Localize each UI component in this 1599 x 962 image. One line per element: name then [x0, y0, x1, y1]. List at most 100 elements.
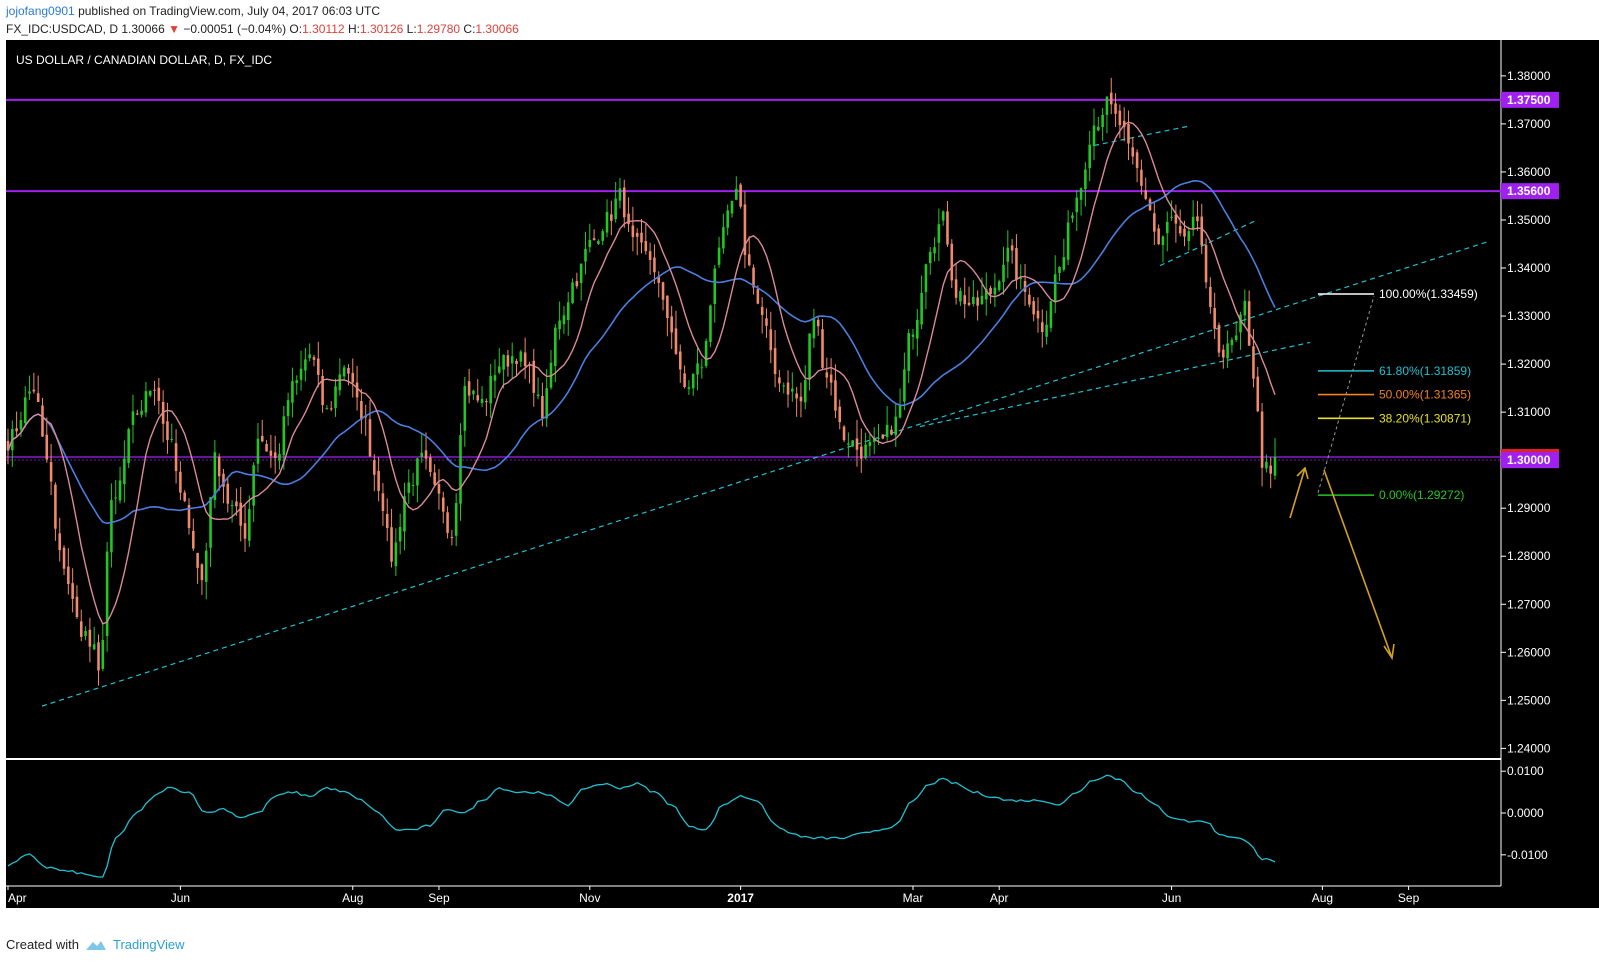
candle — [235, 488, 238, 516]
candle — [58, 517, 62, 562]
price-tick-label: 1.31000 — [1507, 405, 1551, 419]
candle — [459, 423, 462, 521]
candle-body — [325, 408, 329, 410]
chart-title: US DOLLAR / CANADIAN DOLLAR, D, FX_IDC — [16, 53, 272, 67]
candle-body — [1109, 92, 1113, 105]
candle — [1079, 187, 1083, 216]
candle — [329, 401, 333, 412]
candle — [558, 301, 561, 340]
candle — [528, 361, 531, 384]
candle-body — [351, 372, 355, 383]
candle-body — [816, 319, 820, 327]
level-price-tag-1: 1.35600 — [1507, 184, 1551, 198]
date-axis-group: Apr Jun Aug Sep Nov 2017 Mar Apr Jun Aug Sep — [7, 886, 1420, 905]
candle — [1243, 289, 1247, 326]
candle — [579, 263, 583, 301]
date-tick-label: Jun — [171, 891, 190, 905]
date-tick-label: 2017 — [727, 891, 754, 905]
candle-body — [924, 264, 928, 292]
candle — [79, 609, 83, 642]
candle — [467, 368, 471, 404]
candle — [847, 432, 850, 458]
candle — [1273, 438, 1277, 480]
candle — [226, 477, 230, 513]
candle — [1105, 96, 1109, 134]
candle — [993, 273, 997, 307]
candle-body — [554, 327, 557, 366]
candle-body — [972, 296, 975, 304]
candle — [1178, 209, 1182, 237]
price-tick-label: 1.33000 — [1507, 309, 1551, 323]
candle-body — [84, 630, 87, 637]
candle-body — [385, 513, 389, 529]
oscillator-line — [7, 774, 1276, 878]
candle-body — [1088, 144, 1091, 169]
price-chart[interactable]: US DOLLAR / CANADIAN DOLLAR, D, FX_IDC 1… — [0, 40, 1599, 908]
candle — [377, 456, 380, 502]
candle — [648, 242, 652, 275]
candle-body — [1226, 343, 1229, 359]
candle-body — [558, 320, 561, 330]
candle — [316, 341, 320, 388]
candle — [825, 357, 829, 389]
candle-body — [75, 596, 79, 617]
candle-body — [618, 188, 622, 201]
price-tick-label: 1.24000 — [1507, 741, 1551, 755]
candles-group — [6, 77, 1277, 686]
candle-body — [872, 438, 876, 442]
candle — [976, 290, 979, 321]
candle — [881, 434, 885, 440]
candle-body — [1049, 301, 1053, 328]
candle — [928, 247, 932, 275]
candle — [217, 453, 221, 491]
candle — [592, 229, 596, 241]
candle-body — [700, 367, 704, 369]
candle-body — [312, 357, 316, 360]
candle — [709, 304, 712, 348]
candle — [670, 305, 673, 349]
candle — [1187, 226, 1191, 251]
candle — [739, 182, 742, 209]
candle-body — [342, 367, 346, 377]
candle — [256, 423, 260, 473]
candle-body — [437, 484, 441, 494]
candle-body — [523, 352, 527, 367]
candle — [1204, 238, 1208, 289]
candle — [1265, 454, 1268, 473]
candle — [183, 490, 186, 503]
candle — [946, 201, 949, 247]
candle-body — [15, 428, 18, 432]
candle — [855, 419, 859, 467]
candle-body — [1006, 247, 1010, 262]
candle-body — [377, 470, 380, 491]
candle — [334, 378, 337, 417]
candle — [588, 223, 592, 253]
candle — [704, 338, 708, 369]
candle — [799, 382, 803, 418]
author-link[interactable]: jojofang0901 — [6, 4, 75, 18]
candle-body — [381, 493, 385, 511]
candle-body — [950, 243, 954, 281]
candle-body — [610, 214, 613, 221]
date-tick-label: Aug — [342, 891, 363, 905]
candle — [1032, 296, 1035, 322]
candle — [49, 443, 53, 495]
candle — [502, 354, 505, 389]
candle-body — [726, 210, 729, 228]
candle-body — [541, 395, 544, 419]
candle-body — [898, 404, 902, 418]
candle — [75, 585, 79, 619]
candle — [1075, 189, 1079, 232]
candle — [1217, 322, 1221, 358]
candle — [950, 239, 954, 288]
candle-body — [1252, 346, 1255, 379]
candle — [338, 358, 342, 396]
main-pane-background — [6, 40, 1501, 758]
candle — [911, 328, 915, 350]
candle — [872, 427, 876, 455]
price-tick-label: 1.26000 — [1507, 645, 1551, 659]
candle-body — [648, 251, 652, 260]
candle — [829, 358, 833, 396]
high-label: H: — [347, 22, 360, 36]
tradingview-link[interactable]: TradingView — [112, 937, 185, 952]
